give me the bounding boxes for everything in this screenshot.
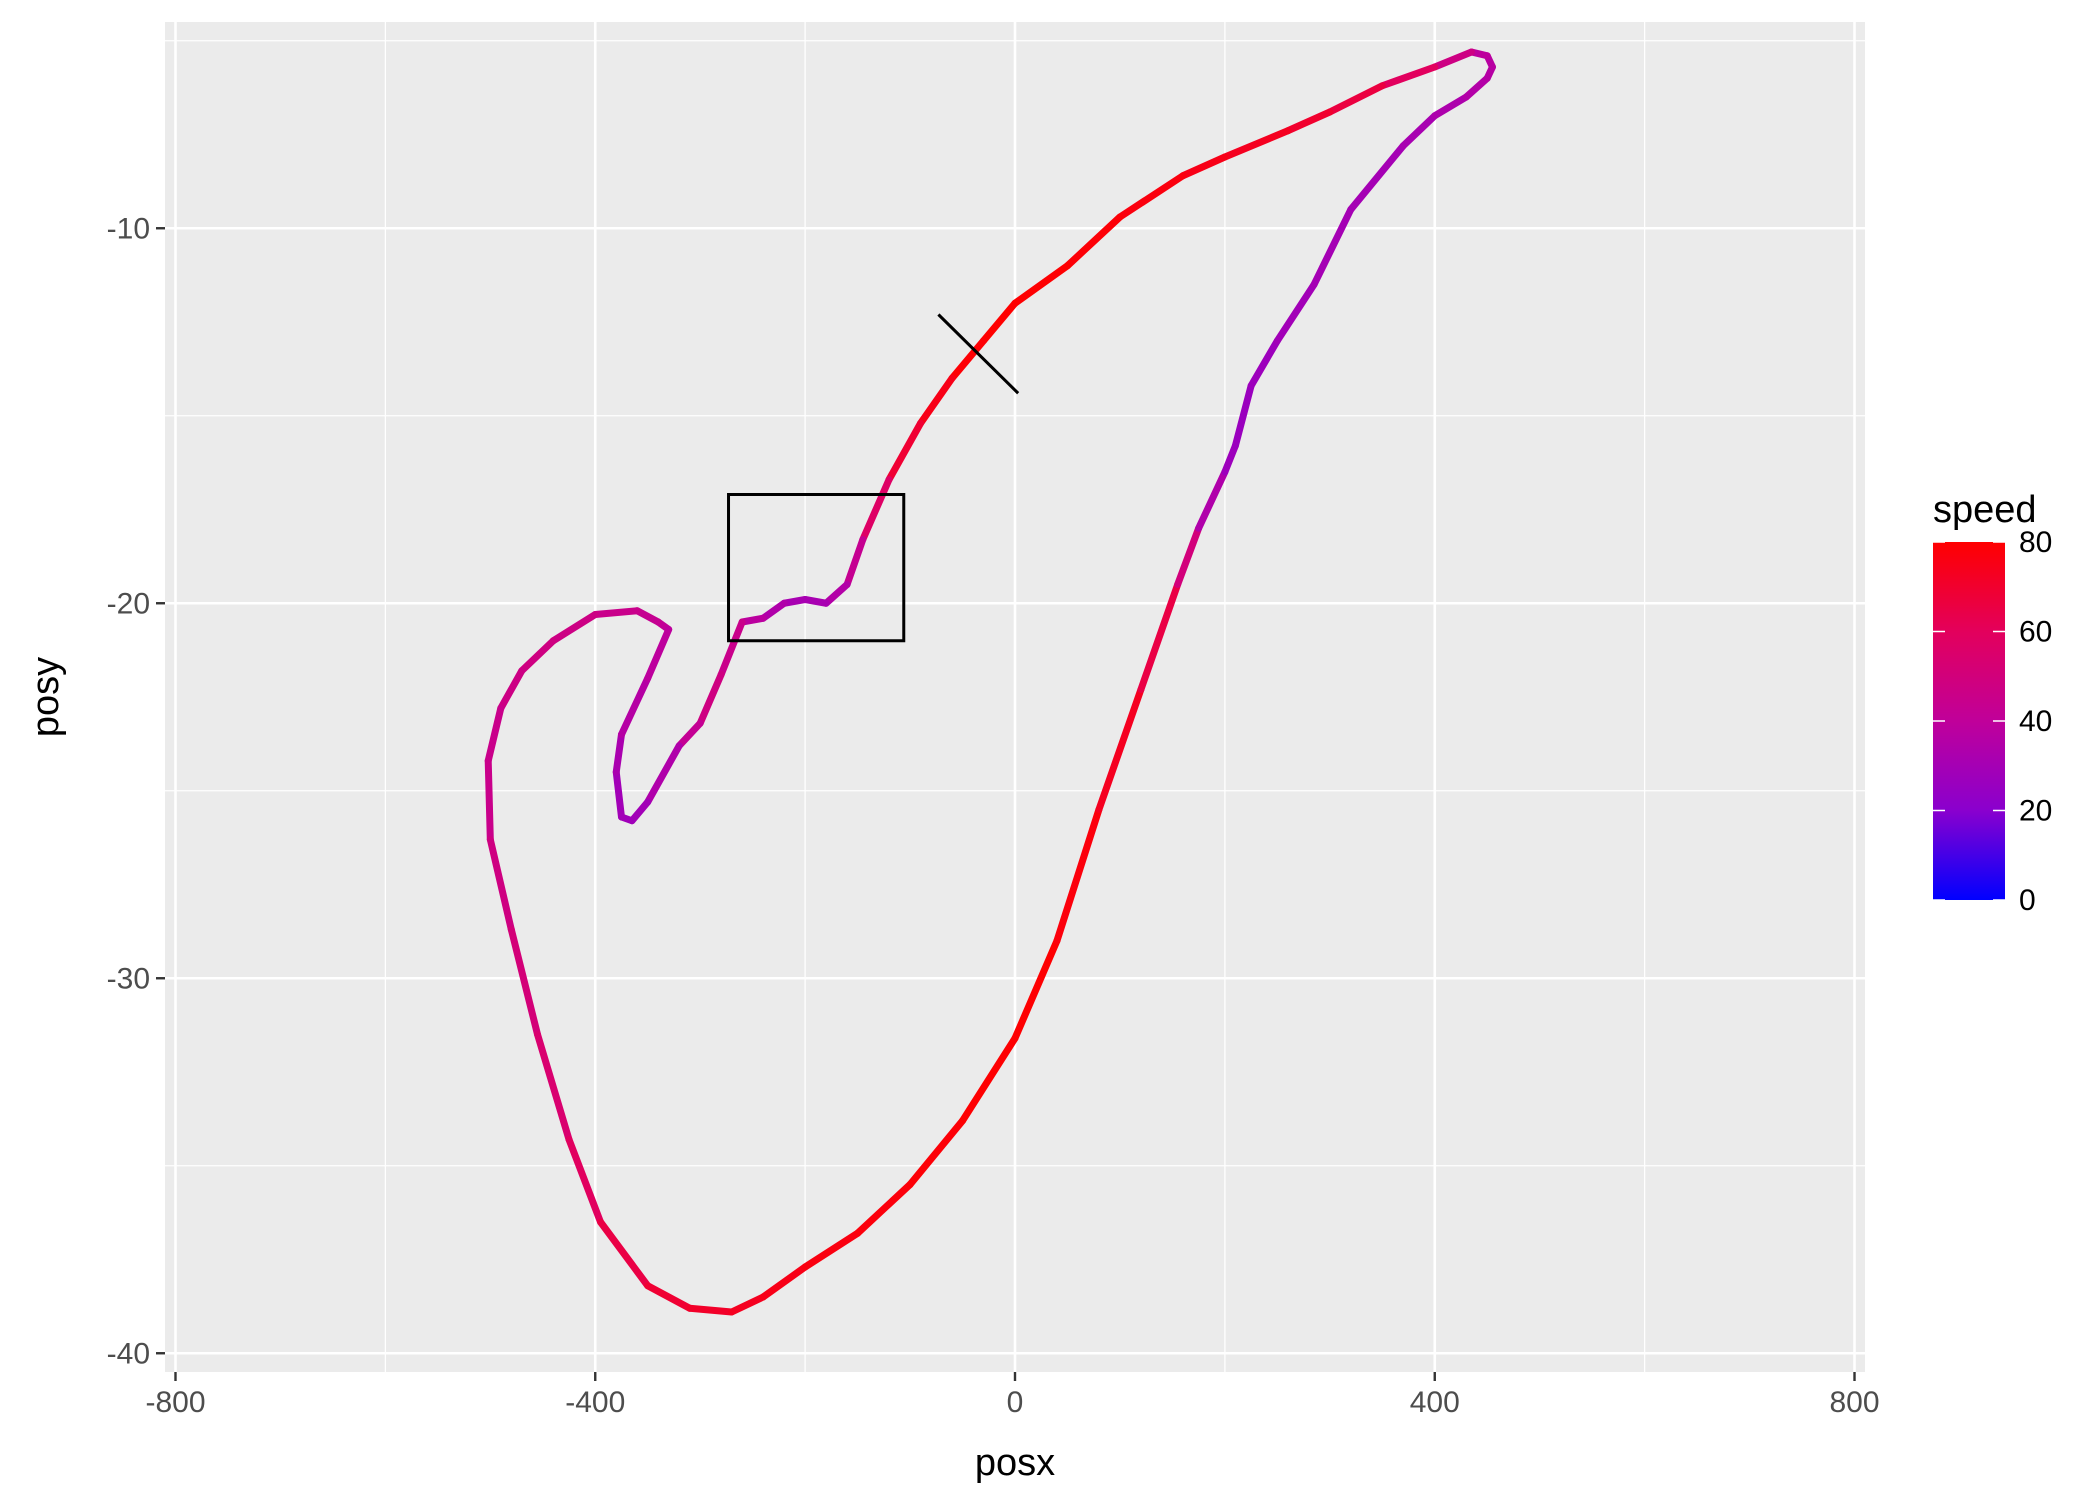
x-tick-label: 400: [1410, 1386, 1460, 1419]
path-segment: [1053, 806, 1103, 945]
y-axis-ticks: -10 -20 -30 -40: [107, 212, 165, 1370]
path-segment: [759, 599, 788, 622]
path-segment: [854, 1181, 914, 1237]
path-segment: [644, 626, 673, 682]
highlight-box: [727, 493, 906, 643]
path-segment: [497, 667, 526, 712]
path-segment: [507, 926, 542, 1038]
y-tick-label: -20: [107, 587, 150, 620]
path-segment: [1431, 48, 1475, 71]
legend-tick-label: 20: [2019, 795, 2052, 828]
x-tick-label: -800: [145, 1386, 205, 1419]
path-segment: [1431, 93, 1470, 120]
speed-legend: speed 80 60 40 20 0: [1933, 489, 2052, 917]
path-segment: [801, 1229, 862, 1271]
path-segment: [1011, 262, 1071, 307]
path-segment: [801, 596, 830, 607]
path-segment: [612, 731, 625, 776]
path-segment: [885, 419, 925, 483]
legend-tick-label: 0: [2019, 884, 2036, 917]
path-segment: [696, 671, 725, 727]
path-segment: [518, 637, 557, 675]
path-segment: [1174, 524, 1203, 588]
y-axis-title: posy: [25, 657, 67, 737]
path-segment: [1284, 108, 1334, 135]
legend-title: speed: [1933, 489, 2037, 531]
x-tick-label: 0: [1007, 1386, 1024, 1419]
path-segment: [738, 614, 767, 626]
path-segment: [612, 768, 625, 821]
legend-ticks: 80 60 40 20 0: [1933, 526, 2052, 917]
path-segment: [644, 742, 683, 806]
path-segment: [1273, 281, 1318, 345]
x-tick-label: -400: [565, 1386, 625, 1419]
path-segment: [549, 611, 599, 645]
path-segment: [686, 1304, 736, 1316]
path-segment: [484, 757, 494, 843]
path-segment: [1462, 74, 1491, 101]
path-segment: [617, 674, 652, 738]
y-tick-label: -10: [107, 212, 150, 245]
path-segment: [1326, 82, 1386, 116]
cross-marker-line: [937, 313, 1020, 395]
path-segment: [1399, 112, 1439, 150]
path-segment: [534, 1031, 573, 1143]
path-segment: [1221, 127, 1292, 161]
path-segment: [780, 596, 809, 607]
path-segment: [843, 536, 867, 588]
path-segment: [1011, 937, 1061, 1042]
x-axis-title: posx: [975, 1442, 1055, 1484]
path-segment: [591, 607, 641, 618]
legend-tick-label: 80: [2019, 526, 2052, 559]
path-segment: [628, 798, 652, 825]
path-segment: [917, 374, 956, 427]
path-segment: [728, 1293, 767, 1316]
path-segment: [1378, 63, 1439, 90]
y-tick-label: -40: [107, 1337, 150, 1370]
path-segment: [1221, 442, 1239, 476]
path-segment: [959, 1034, 1019, 1125]
path-segment: [1063, 213, 1124, 270]
path-segment: [596, 1218, 652, 1290]
y-tick-label: -30: [107, 962, 150, 995]
path-segment: [906, 1117, 967, 1188]
path-segment: [484, 704, 505, 765]
path-segment: [1231, 382, 1255, 450]
path-segment: [759, 1263, 809, 1301]
path-segment: [675, 719, 704, 750]
path-segment: [486, 836, 515, 933]
path-segment: [1095, 686, 1145, 813]
path-segment: [1247, 337, 1281, 390]
path-segment: [1195, 468, 1229, 532]
legend-tick-label: 60: [2019, 616, 2052, 649]
path-segment: [717, 618, 746, 678]
path-segment: [1116, 172, 1187, 221]
path-segment: [1310, 206, 1355, 288]
path-segment: [1137, 581, 1182, 693]
path-segment: [822, 581, 851, 607]
annotations: [727, 313, 1020, 643]
legend-tick-label: 40: [2019, 705, 2052, 738]
path-segment: [1179, 153, 1229, 180]
path-segment: [859, 476, 893, 543]
path-segment: [980, 299, 1019, 345]
speed-path: [484, 48, 1496, 1316]
path-segment: [948, 337, 988, 382]
path-segment: [1347, 142, 1407, 213]
x-tick-label: 800: [1829, 1386, 1879, 1419]
grid-lines: [165, 22, 1865, 1372]
path-segment: [644, 1282, 694, 1312]
path-segment: [633, 607, 662, 626]
x-axis-ticks: -800 -400 0 400 800: [145, 1372, 1880, 1419]
path-segment: [565, 1136, 604, 1226]
